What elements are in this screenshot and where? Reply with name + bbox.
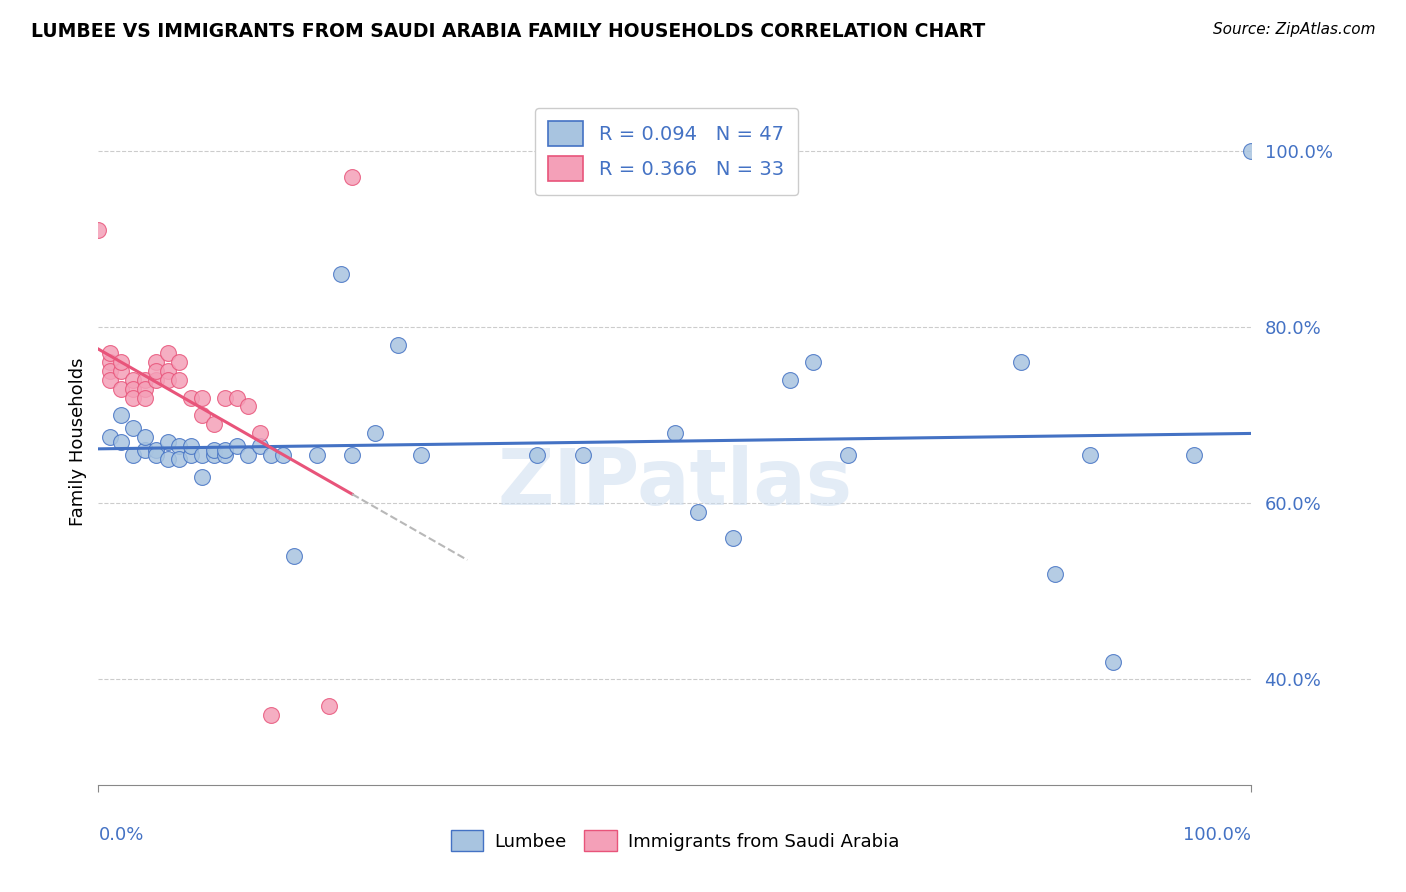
Text: LUMBEE VS IMMIGRANTS FROM SAUDI ARABIA FAMILY HOUSEHOLDS CORRELATION CHART: LUMBEE VS IMMIGRANTS FROM SAUDI ARABIA F… [31,22,986,41]
Point [98,373,121,387]
Point [145,373,167,387]
Point [202,417,225,431]
Point [122,421,145,435]
Point [214,448,236,462]
Point [110,408,132,422]
Point [180,439,202,453]
Point [156,434,179,449]
Point [134,373,156,387]
Point [134,443,156,458]
Point [260,448,283,462]
Point [526,448,548,462]
Point [1078,448,1101,462]
Point [340,448,363,462]
Point [180,448,202,462]
Point [122,382,145,396]
Point [156,364,179,378]
Point [202,448,225,462]
Point [145,364,167,378]
Point [167,373,190,387]
Point [145,448,167,462]
Text: ZIPatlas: ZIPatlas [498,445,852,521]
Point [225,439,247,453]
Point [1010,355,1032,369]
Legend: Lumbee, Immigrants from Saudi Arabia: Lumbee, Immigrants from Saudi Arabia [443,823,907,858]
Text: Source: ZipAtlas.com: Source: ZipAtlas.com [1212,22,1375,37]
Point [110,364,132,378]
Point [145,355,167,369]
Point [283,549,305,563]
Point [1102,655,1125,669]
Point [191,469,214,483]
Point [98,355,121,369]
Point [134,391,156,405]
Point [180,391,202,405]
Point [307,448,329,462]
Point [98,346,121,360]
Point [110,434,132,449]
Point [156,452,179,467]
Point [98,430,121,444]
Point [167,439,190,453]
Point [721,532,744,546]
Point [571,448,593,462]
Point [329,267,352,281]
Point [202,443,225,458]
Point [387,337,409,351]
Text: 0.0%: 0.0% [98,826,143,844]
Point [134,430,156,444]
Point [156,346,179,360]
Point [134,382,156,396]
Point [98,364,121,378]
Point [837,448,859,462]
Point [122,391,145,405]
Point [122,373,145,387]
Point [249,425,271,440]
Point [214,443,236,458]
Point [686,505,709,519]
Y-axis label: Family Households: Family Households [69,358,87,525]
Point [1182,448,1205,462]
Point [167,452,190,467]
Point [238,400,260,414]
Point [214,391,236,405]
Point [122,448,145,462]
Point [110,355,132,369]
Point [145,443,167,458]
Point [191,448,214,462]
Point [340,170,363,185]
Point [110,382,132,396]
Point [87,223,110,237]
Text: 100.0%: 100.0% [1184,826,1251,844]
Point [411,448,433,462]
Point [238,448,260,462]
Point [225,391,247,405]
Point [271,448,294,462]
Point [1045,566,1067,581]
Point [191,391,214,405]
Point [779,373,801,387]
Point [191,408,214,422]
Point [664,425,686,440]
Point [1240,144,1263,158]
Point [260,707,283,722]
Point [167,355,190,369]
Point [364,425,387,440]
Point [249,439,271,453]
Point [318,698,340,713]
Point [156,373,179,387]
Point [801,355,824,369]
